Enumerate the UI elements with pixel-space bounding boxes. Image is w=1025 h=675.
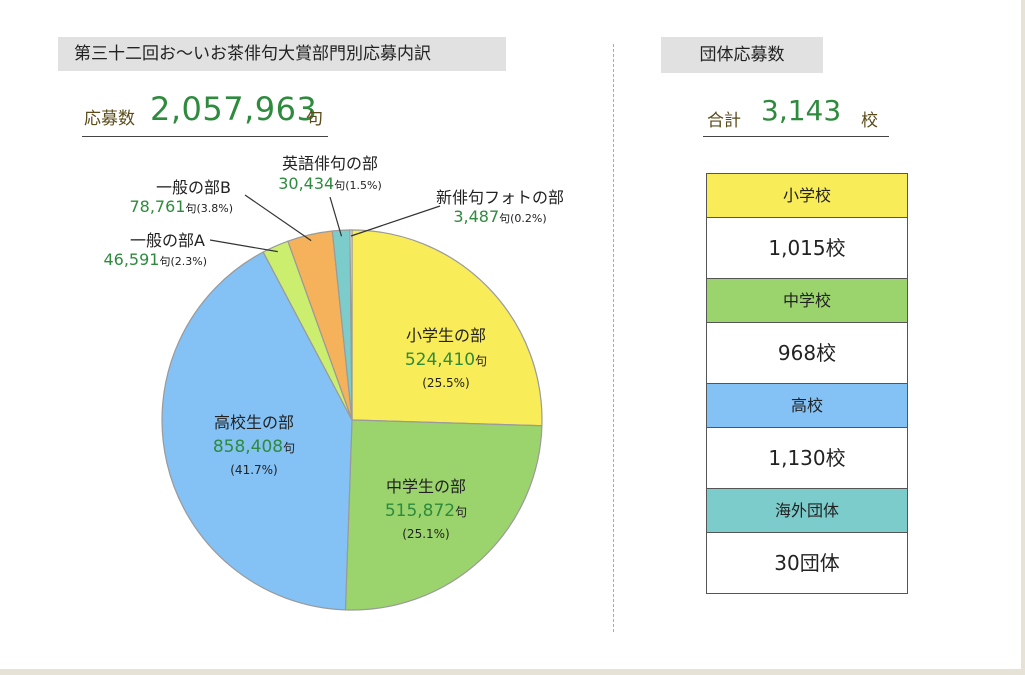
group-row-header-elementary: 小学校: [707, 174, 907, 218]
slice-label-value: 858,408句: [213, 437, 295, 457]
chart-title: 第三十二回お～いお茶俳句大賞部門別応募内訳: [58, 37, 506, 71]
leader-line: [350, 205, 441, 237]
group-row-header-high-school: 高校: [707, 384, 907, 428]
group-row-value-junior-high: 968校: [707, 323, 907, 384]
slice-label-value: 78,761句(3.8%): [129, 197, 233, 216]
group-row-value-overseas: 30団体: [707, 533, 907, 593]
group-total: 合計 3,143 校: [703, 92, 889, 137]
group-row-value-elementary: 1,015校: [707, 218, 907, 279]
slice-label-value: 30,434句(1.5%): [278, 174, 382, 193]
slice-label-value: 515,872句: [385, 501, 467, 521]
group-table: 小学校 1,015校 中学校 968校 高校 1,130校 海外団体 30団体: [706, 173, 908, 594]
slice-label-percent: (25.1%): [402, 527, 449, 541]
pie-slice-high-school: [161, 251, 353, 611]
group-row-value-high-school: 1,130校: [707, 428, 907, 489]
group-row-header-overseas: 海外団体: [707, 489, 907, 533]
leader-line: [329, 196, 343, 237]
slice-label-name: 一般の部B: [156, 178, 231, 197]
bottom-border: [0, 669, 1025, 675]
slice-label-name: 高校生の部: [214, 413, 294, 432]
pie-slice-elementary: [351, 229, 543, 427]
slice-label-percent: (41.7%): [230, 463, 277, 477]
leader-line: [209, 239, 278, 253]
total-label: 応募数: [84, 109, 135, 129]
slice-label-value: 524,410句: [405, 350, 487, 370]
pie-slice-junior-high: [344, 419, 543, 611]
slice-label-name: 小学生の部: [406, 326, 486, 345]
group-title: 団体応募数: [661, 37, 823, 73]
slice-label-value: 46,591句(2.3%): [103, 250, 207, 269]
slice-label-name: 新俳句フォトの部: [436, 188, 564, 207]
pie-slice-photo: [349, 229, 353, 421]
right-border: [1021, 0, 1025, 675]
slice-label-name: 英語俳句の部: [282, 154, 378, 173]
pie-chart: 小学生の部 524,410句 (25.5%) 中学生の部 515,872句 (25.1%)…: [103, 154, 564, 611]
group-row-header-junior-high: 中学校: [707, 279, 907, 323]
slice-label-name: 中学生の部: [386, 477, 466, 496]
vertical-divider: [613, 44, 614, 632]
total-submissions: 応募数 2,057,963 句: [82, 88, 328, 137]
group-total-label: 合計: [707, 111, 741, 131]
total-value: 2,057,963: [150, 90, 318, 128]
slice-label-value: 3,487句(0.2%): [453, 207, 546, 226]
slice-label-name: 一般の部A: [130, 231, 205, 250]
group-total-value: 3,143: [761, 94, 842, 127]
group-total-unit: 校: [861, 111, 878, 131]
slice-label-percent: (25.5%): [422, 376, 469, 390]
leader-line: [244, 194, 312, 242]
total-unit: 句: [306, 109, 323, 129]
